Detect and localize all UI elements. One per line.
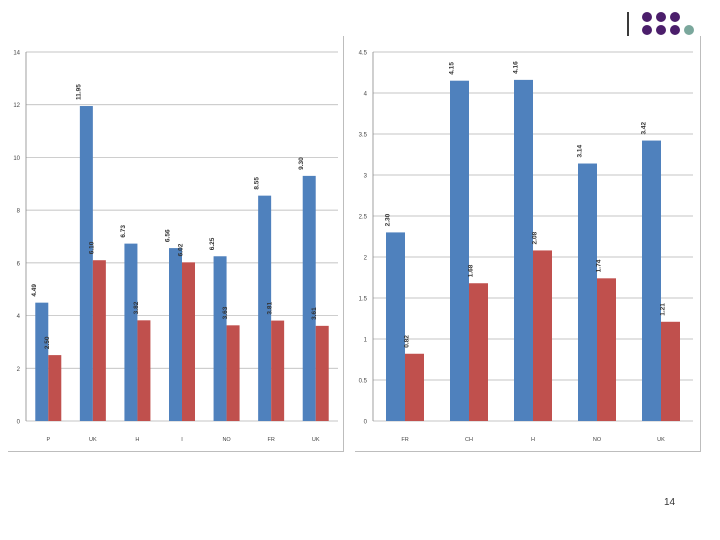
left-data-label: 6.25 xyxy=(209,237,216,250)
right-bar-series2 xyxy=(597,278,616,421)
left-bar-series2 xyxy=(137,320,151,421)
left-data-label: 8.55 xyxy=(254,177,261,190)
right-data-label: 2.30 xyxy=(385,213,392,226)
left-bar-series1 xyxy=(302,175,316,421)
right-y-tick-label: 1.5 xyxy=(359,297,368,303)
page-number: 14 xyxy=(664,497,676,508)
left-data-label: 3.61 xyxy=(311,307,318,320)
left-y-tick-label: 0 xyxy=(17,420,21,426)
decor-dot xyxy=(642,25,652,35)
left-category-label: P xyxy=(46,437,50,443)
left-y-tick-label: 2 xyxy=(17,367,21,373)
left-data-label: 9.30 xyxy=(298,157,305,170)
right-y-tick-label: 1 xyxy=(364,338,368,344)
left-y-tick-label: 12 xyxy=(13,103,20,109)
right-data-label: 1.74 xyxy=(596,259,603,272)
chart-right-svg: 0 0.5 1 1.5 2 2.5 3 3.5 4 4.5 2.30 0.82 FR 4.15 1.68 CH… xyxy=(359,51,693,443)
left-bar-series1 xyxy=(258,195,272,421)
right-y-tick-label: 0.5 xyxy=(359,379,368,385)
left-bar-series1 xyxy=(35,302,49,421)
right-data-label: 4.15 xyxy=(449,62,456,75)
left-data-label: 6.73 xyxy=(120,225,127,238)
left-y-tick-label: 14 xyxy=(13,51,20,57)
left-y-tick-label: 10 xyxy=(13,156,20,162)
right-bar-series2 xyxy=(469,283,488,421)
right-y-tick-label: 0 xyxy=(364,420,368,426)
left-data-label: 6.02 xyxy=(178,243,185,256)
left-data-label: 2.50 xyxy=(44,336,51,349)
right-bar-series1 xyxy=(578,163,597,421)
left-bar-series1 xyxy=(169,248,182,421)
right-category-label: NO xyxy=(593,437,602,443)
left-bar-series2 xyxy=(92,260,106,421)
right-category-label: CH xyxy=(465,437,473,443)
chart-right: 0 0.5 1 1.5 2 2.5 3 3.5 4 4.5 2.30 0.82 FR 4.15 1.68 CH… xyxy=(355,36,701,452)
right-category-label: FR xyxy=(401,437,408,443)
decor-dot xyxy=(670,12,680,22)
right-bar-series1 xyxy=(450,80,469,421)
left-bar-series2 xyxy=(226,325,240,421)
left-bar-series2 xyxy=(271,320,285,421)
left-y-tick-label: 4 xyxy=(17,314,21,320)
right-data-label: 2.08 xyxy=(532,231,539,244)
left-category-label: I xyxy=(181,437,183,443)
left-data-label: 4.49 xyxy=(31,284,38,297)
right-bar-series1 xyxy=(514,79,533,421)
left-category-label: UK xyxy=(312,437,320,443)
decor-dot xyxy=(670,25,680,35)
decor-dot xyxy=(642,12,652,22)
chart-left-svg: 0 2 4 6 8 10 12 14 4.49 2.50 P 11.95 6.10 UK 6.73 3.82 H… xyxy=(13,51,338,443)
left-category-label: FR xyxy=(267,437,274,443)
left-bar-series1 xyxy=(213,256,227,421)
decor-dot xyxy=(656,12,666,22)
chart-left: 0 2 4 6 8 10 12 14 4.49 2.50 P 11.95 6.10 UK 6.73 3.82 H… xyxy=(8,36,344,452)
header-divider-line xyxy=(627,12,629,38)
right-y-tick-label: 2 xyxy=(364,256,368,262)
right-y-tick-label: 3.5 xyxy=(359,133,368,139)
left-bar-series1 xyxy=(79,106,93,422)
left-data-label: 6.56 xyxy=(165,229,172,242)
right-data-label: 4.16 xyxy=(513,61,520,74)
right-bar-series1 xyxy=(386,232,405,421)
left-data-label: 11.95 xyxy=(75,84,82,100)
left-y-tick-label: 6 xyxy=(17,261,21,267)
right-category-label: UK xyxy=(657,437,665,443)
right-bar-series1 xyxy=(642,140,661,421)
right-data-label: 3.42 xyxy=(641,122,648,135)
left-data-label: 3.82 xyxy=(133,301,140,314)
right-bar-series2 xyxy=(661,321,680,421)
left-category-label: UK xyxy=(89,437,97,443)
left-y-tick-label: 8 xyxy=(17,209,21,215)
right-y-tick-label: 2.5 xyxy=(359,215,368,221)
right-bar-series2 xyxy=(405,353,424,421)
right-data-label: 0.82 xyxy=(404,335,411,348)
left-bar-series2 xyxy=(48,355,62,421)
right-y-tick-label: 4.5 xyxy=(359,51,368,57)
left-data-label: 3.63 xyxy=(222,306,229,319)
right-data-label: 1.21 xyxy=(660,303,667,316)
decor-dot xyxy=(684,25,694,35)
right-data-label: 1.68 xyxy=(468,264,475,277)
left-bar-series1 xyxy=(124,243,138,421)
decorative-dot-grid xyxy=(642,12,696,38)
left-data-label: 6.10 xyxy=(88,241,95,254)
left-category-label: NO xyxy=(222,437,231,443)
right-bar-series2 xyxy=(533,250,552,421)
left-bar-series2 xyxy=(315,325,329,421)
right-y-tick-label: 3 xyxy=(364,174,368,180)
right-y-tick-label: 4 xyxy=(364,92,368,98)
right-data-label: 3.14 xyxy=(577,144,584,157)
left-category-label: H xyxy=(135,437,139,443)
left-bar-series2 xyxy=(182,262,195,421)
right-category-label: H xyxy=(531,437,535,443)
decor-dot xyxy=(656,25,666,35)
left-data-label: 3.81 xyxy=(267,302,274,315)
